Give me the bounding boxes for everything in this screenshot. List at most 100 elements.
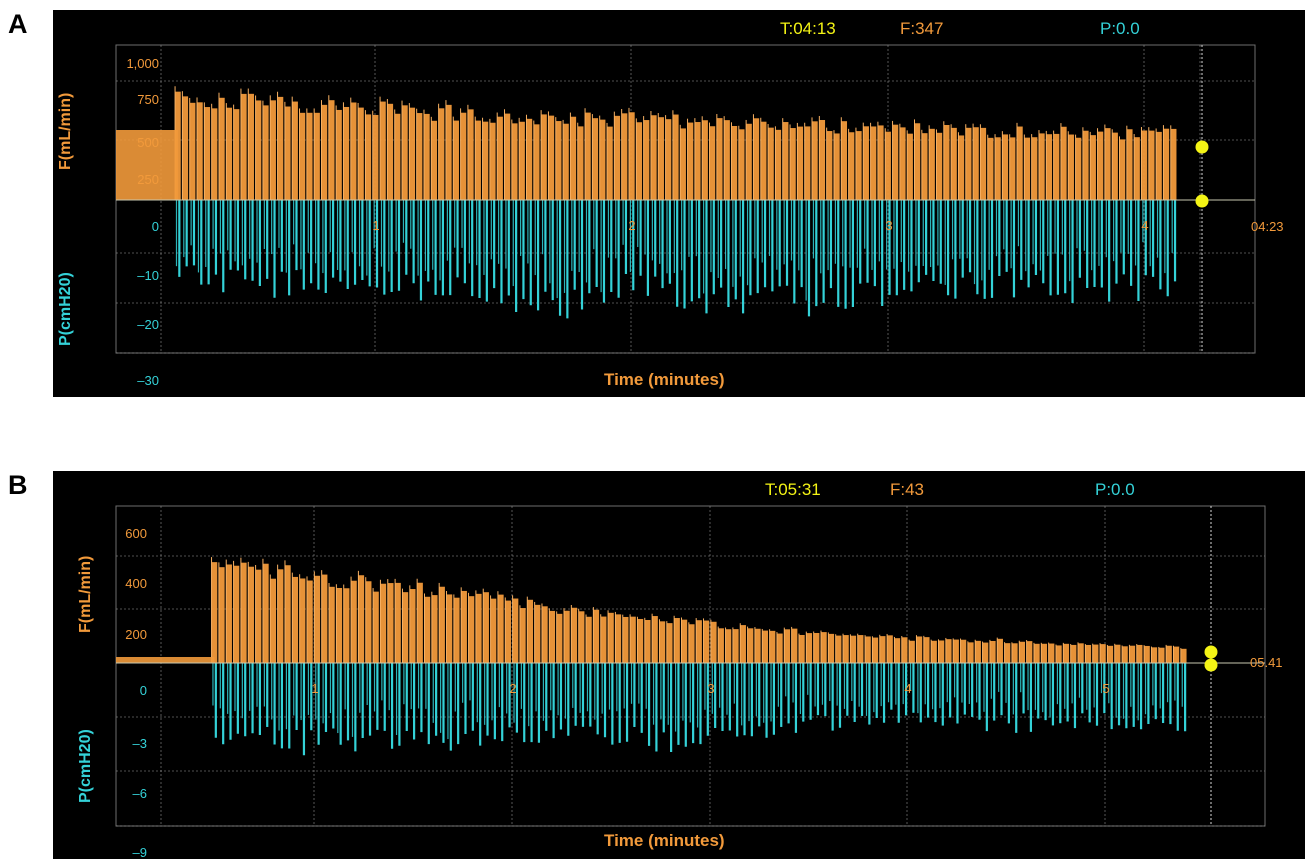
- flow-bar: [218, 567, 225, 663]
- flow-bar: [923, 637, 930, 663]
- flow-bar: [636, 122, 643, 200]
- flow-bar: [1163, 128, 1170, 200]
- flow-bar: [467, 109, 474, 200]
- flow-bar: [373, 591, 379, 663]
- pressure-tick-label: –10: [137, 268, 159, 283]
- flow-bar: [1136, 644, 1143, 663]
- flow-bar: [358, 107, 364, 200]
- flow-bar: [1009, 137, 1016, 200]
- flow-bar: [351, 580, 357, 663]
- flow-bar: [541, 606, 548, 663]
- flow-bar: [819, 120, 826, 200]
- flow-bar: [1038, 133, 1045, 200]
- flow-bar: [233, 109, 240, 200]
- flow-bar: [497, 116, 503, 200]
- flow-bar: [248, 566, 254, 663]
- flow-bar: [724, 120, 730, 200]
- flow-bar: [329, 586, 335, 663]
- pressure-tick-label: –30: [137, 373, 159, 388]
- flow-bar: [652, 616, 658, 663]
- pressure-tick-label: –3: [133, 736, 147, 751]
- flow-bar: [541, 114, 547, 200]
- cursor-marker-0: [1204, 645, 1218, 659]
- flow-bar: [841, 121, 848, 200]
- flow-bar: [1085, 644, 1092, 663]
- flow-bar: [892, 124, 899, 200]
- flow-bar: [1024, 137, 1031, 200]
- flow-readout: F:43: [890, 480, 925, 499]
- flow-bar: [943, 124, 950, 200]
- flow-bar: [885, 131, 891, 200]
- flow-bar: [790, 128, 796, 200]
- flow-bar: [586, 616, 592, 663]
- flow-bar: [688, 624, 695, 663]
- flow-bar: [475, 120, 481, 200]
- x-tick-label: 2: [628, 218, 635, 233]
- flow-bar: [1104, 128, 1111, 200]
- flow-bar: [738, 129, 745, 200]
- flow-bar: [564, 610, 570, 663]
- flow-bar: [997, 638, 1003, 663]
- flow-bar: [907, 133, 913, 200]
- flow-bar: [512, 598, 519, 663]
- flow-bar: [608, 612, 614, 663]
- flow-bar: [658, 117, 664, 200]
- flow-bar: [1070, 644, 1077, 663]
- flow-bar: [1046, 134, 1053, 200]
- flow-bar: [483, 592, 489, 663]
- flow-bar: [740, 625, 746, 663]
- flow-bar: [592, 118, 599, 200]
- x-tick-label: 3: [707, 681, 714, 696]
- flow-bar: [482, 121, 489, 200]
- flow-bar: [1053, 133, 1060, 200]
- flow-bar: [1144, 645, 1150, 663]
- flow-bar: [468, 596, 475, 663]
- flow-bar: [445, 104, 452, 200]
- flow-bar: [343, 106, 350, 200]
- flow-tick-label: 750: [137, 92, 159, 107]
- flow-bar: [1119, 139, 1126, 200]
- flow-bar: [1134, 137, 1140, 200]
- flow-bar: [321, 104, 328, 200]
- pressure-axis-label: P(cmH20): [57, 272, 74, 346]
- flow-bar: [402, 105, 408, 200]
- waveform-plot-a: 1,000 750 500 250 0 –10 –20 –30 1 2 3 4: [115, 44, 1256, 388]
- flow-bar: [453, 597, 460, 663]
- flow-bar: [621, 113, 628, 200]
- flow-bar: [762, 630, 768, 663]
- flow-bar: [938, 640, 945, 663]
- flow-bar: [211, 108, 218, 200]
- waveform-plot-b: 600 400 200 0 –3 –6 –9 1 2 3 4 5: [115, 505, 1266, 859]
- x-tick-label: 5: [1102, 681, 1109, 696]
- pressure-readout: P:0.0: [1095, 480, 1135, 499]
- flow-bar: [776, 633, 783, 663]
- flow-bar: [277, 96, 284, 200]
- flow-bar: [1090, 135, 1096, 200]
- flow-bar: [782, 122, 789, 200]
- flow-bar: [931, 640, 937, 663]
- flow-bar: [681, 619, 688, 663]
- flow-bar: [1097, 131, 1104, 200]
- flow-bar: [380, 101, 386, 200]
- flow-bar: [921, 133, 928, 200]
- ventilation-panel-a: 1,000 750 500 250 0 –10 –20 –30 1 2 3 4 T:04:13 F:3…: [53, 10, 1305, 397]
- flow-bar: [1158, 647, 1165, 663]
- flow-bar: [855, 131, 862, 200]
- panel-label-b: B: [8, 470, 28, 500]
- flow-bar: [980, 127, 987, 200]
- pressure-tick-label: –6: [133, 786, 147, 801]
- x-tick-label: 1: [372, 218, 379, 233]
- flow-bar: [960, 639, 967, 663]
- flow-bar: [1180, 648, 1187, 663]
- flow-bar: [556, 613, 563, 663]
- flow-bar: [394, 113, 401, 200]
- x-axis-label: Time (minutes): [604, 831, 725, 850]
- flow-bar: [600, 616, 607, 663]
- flow-bar: [674, 618, 680, 663]
- flow-bar: [965, 127, 972, 200]
- flow-bar: [438, 108, 445, 200]
- flow-bar: [768, 127, 774, 200]
- cursor-marker-1: [1204, 658, 1218, 672]
- x-tick-label: 4: [904, 681, 911, 696]
- flow-bar: [659, 621, 666, 663]
